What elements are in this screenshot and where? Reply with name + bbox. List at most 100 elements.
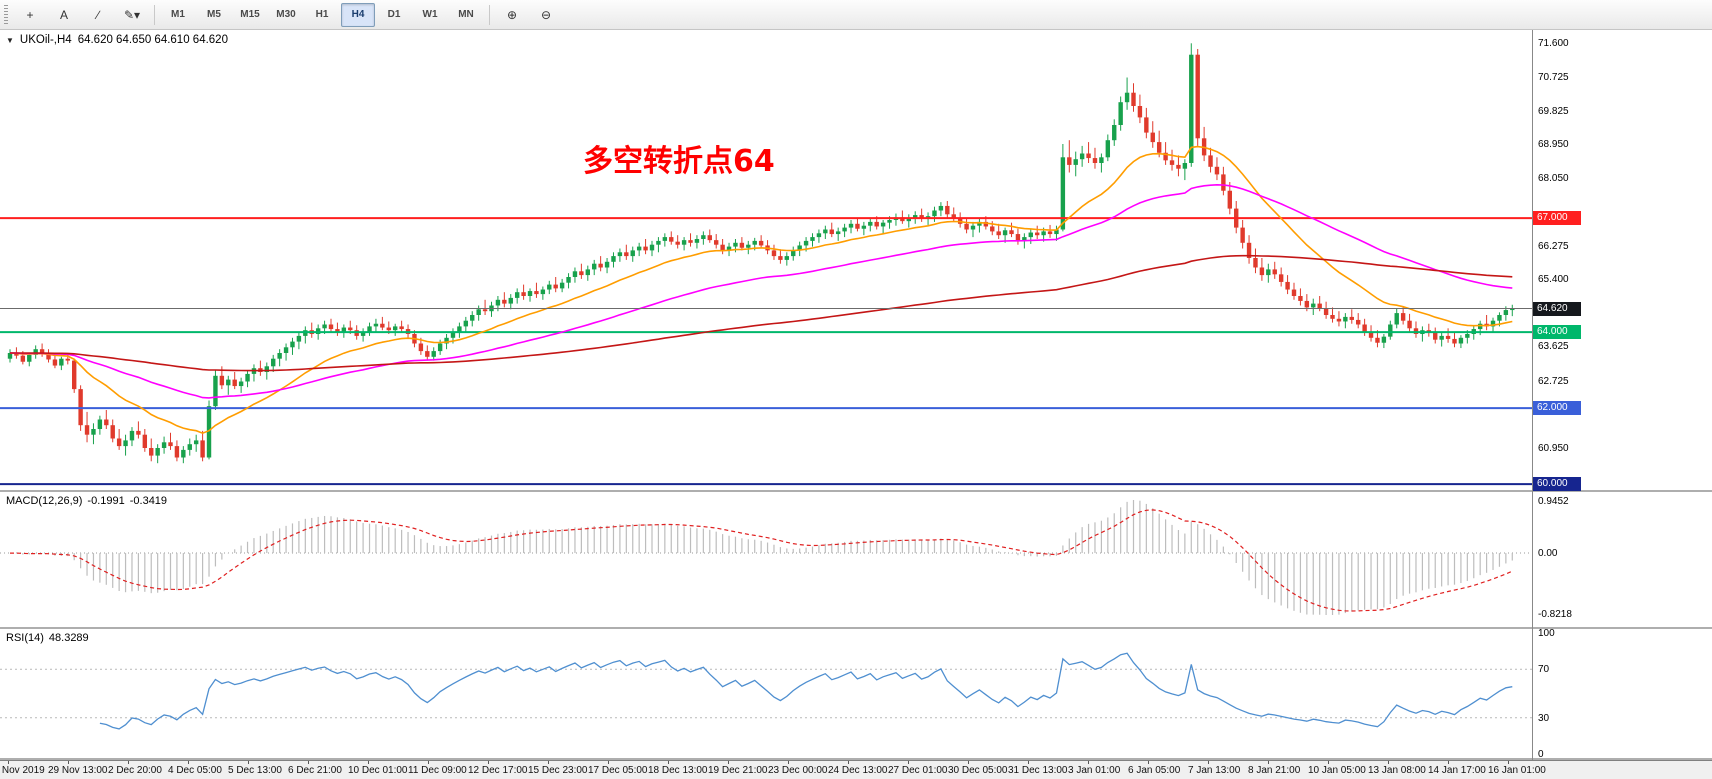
toolbar-separator <box>154 4 155 25</box>
panel-separator[interactable] <box>0 627 1712 629</box>
time-axis-label: 10 Jan 05:00 <box>1308 765 1366 776</box>
timeframe-m30[interactable]: M30 <box>276 9 296 20</box>
timeframe-h1[interactable]: H1 <box>315 9 329 20</box>
time-axis-tick <box>848 761 849 764</box>
trendline-tool-icon[interactable]: ∕ <box>96 7 99 22</box>
time-axis-tick <box>1088 761 1089 764</box>
time-axis-tick <box>728 761 729 764</box>
text-tool-icon[interactable]: A <box>59 7 68 22</box>
toolbar-left-tools: + A ∕ ✎▾ <box>14 3 148 27</box>
price-axis-tick: 68.050 <box>1538 173 1569 185</box>
time-axis-tick <box>1268 761 1269 764</box>
toolbar: + A ∕ ✎▾ M1 M5 M15 M30 H1 H4 D1 W1 MN ⊕ ⊖ <box>0 0 1712 30</box>
time-axis-tick <box>908 761 909 764</box>
crosshair-tool-icon[interactable]: + <box>26 7 34 22</box>
toolbar-separator <box>489 4 490 25</box>
time-axis-tick <box>188 761 189 764</box>
timeframe-h4[interactable]: H4 <box>341 2 375 27</box>
time-axis-label: 10 Dec 01:00 <box>348 765 408 776</box>
price-axis-tick: 70.725 <box>1538 71 1569 83</box>
price-line-badge: 62.000 <box>1533 401 1581 416</box>
macd-signal-value: -0.3419 <box>129 495 168 507</box>
price-line-badge: 64.000 <box>1533 325 1581 340</box>
current-price-badge: 64.620 <box>1533 301 1581 316</box>
time-axis-tick <box>548 761 549 764</box>
time-axis-tick <box>1028 761 1029 764</box>
macd-indicator-panel[interactable] <box>0 492 1532 627</box>
macd-label: MACD(12,26,9) -0.1991 -0.3419 <box>6 495 167 507</box>
price-axis-tick: 62.725 <box>1538 375 1569 387</box>
time-axis-tick <box>68 761 69 764</box>
rsi-indicator-panel[interactable] <box>0 629 1532 758</box>
price-axis-tick: 68.950 <box>1538 139 1569 150</box>
rsi-scale-0: 0 <box>1538 749 1544 760</box>
price-axis-tick: 60.950 <box>1538 443 1569 454</box>
macd-name: MACD(12,26,9) <box>6 495 83 507</box>
macd-main-value: -0.1991 <box>87 495 125 507</box>
time-axis-label: 18 Dec 13:00 <box>648 765 708 776</box>
toolbar-right-tools: ⊕ ⊖ <box>496 3 562 27</box>
time-axis-label: 24 Dec 13:00 <box>828 765 888 776</box>
main-price-chart[interactable] <box>0 30 1532 490</box>
time-axis-label: 19 Dec 21:00 <box>708 765 768 776</box>
time-axis-tick <box>608 761 609 764</box>
time-axis-label: 8 Jan 21:00 <box>1248 765 1301 776</box>
time-axis-label: 14 Jan 17:00 <box>1428 765 1486 776</box>
macd-scale-zero: 0.00 <box>1538 548 1558 560</box>
time-axis-tick <box>1448 761 1449 764</box>
time-axis-label: 12 Dec 17:00 <box>468 765 528 776</box>
draw-tools-dropdown-icon[interactable]: ✎▾ <box>123 7 141 22</box>
price-axis-tick: 69.825 <box>1538 105 1569 117</box>
time-axis-tick <box>1508 761 1509 764</box>
time-axis-label: 15 Dec 23:00 <box>528 765 588 776</box>
timeframe-m1[interactable]: M1 <box>171 9 185 20</box>
zoom-in-icon[interactable]: ⊕ <box>506 7 518 22</box>
zoom-out-icon[interactable]: ⊖ <box>540 7 552 22</box>
toolbar-drag-handle[interactable] <box>4 4 8 25</box>
price-line-badge: 67.000 <box>1533 211 1581 226</box>
time-axis-tick <box>1328 761 1329 764</box>
time-axis-label: 13 Jan 08:00 <box>1368 765 1426 776</box>
timeframe-m5[interactable]: M5 <box>207 9 221 20</box>
time-axis-tick <box>968 761 969 764</box>
timeframe-w1[interactable]: W1 <box>422 9 438 20</box>
rsi-scale-70: 70 <box>1538 664 1550 676</box>
time-axis-label: 27 Dec 01:00 <box>888 765 948 776</box>
chart-annotation-text: 多空转折点64 <box>583 144 775 179</box>
time-axis-label: 16 Jan 01:00 <box>1488 765 1546 776</box>
panel-separator[interactable] <box>0 490 1712 492</box>
time-axis-label: 6 Jan 05:00 <box>1128 765 1181 776</box>
one-click-trading-toggle[interactable]: ▼ <box>6 35 14 45</box>
time-axis-tick <box>8 761 9 764</box>
time-axis-label: 23 Dec 00:00 <box>768 765 828 776</box>
time-axis-tick <box>668 761 669 764</box>
timeframe-mn[interactable]: MN <box>458 9 474 20</box>
chart-title-bar: ▼ UKOil-,H4 64.620 64.650 64.610 64.620 <box>6 34 228 46</box>
time-axis-label: 2 Dec 20:00 <box>108 765 162 776</box>
time-axis-label: 6 Dec 21:00 <box>288 765 342 776</box>
timeframe-toolbar: M1 M5 M15 M30 H1 H4 D1 W1 MN <box>161 2 483 27</box>
price-axis-separator <box>1532 30 1533 779</box>
time-axis-tick <box>308 761 309 764</box>
time-axis-label: 29 Nov 13:00 <box>48 765 108 776</box>
rsi-label: RSI(14) 48.3289 <box>6 632 89 644</box>
price-axis-tick: 65.400 <box>1538 273 1569 285</box>
time-axis-label: 28 Nov 2019 <box>0 765 45 776</box>
time-axis-tick <box>788 761 789 764</box>
time-axis-tick <box>1148 761 1149 764</box>
timeframe-d1[interactable]: D1 <box>387 9 401 20</box>
timeframe-m15[interactable]: M15 <box>240 9 260 20</box>
time-axis-tick <box>488 761 489 764</box>
macd-scale-max: 0.9452 <box>1538 496 1569 507</box>
time-axis-tick <box>1388 761 1389 764</box>
price-line-badge: 60.000 <box>1533 477 1581 492</box>
panel-separator[interactable] <box>0 758 1712 760</box>
rsi-name: RSI(14) <box>6 632 44 644</box>
time-axis-label: 5 Dec 13:00 <box>228 765 282 776</box>
chart-symbol-title: UKOil-,H4 <box>19 34 72 46</box>
time-axis-tick <box>368 761 369 764</box>
chart-ohlc-readout: 64.620 64.650 64.610 64.620 <box>77 34 228 46</box>
time-axis-label: 30 Dec 05:00 <box>948 765 1008 776</box>
